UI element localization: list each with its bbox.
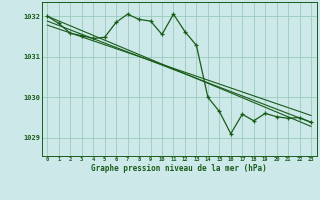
X-axis label: Graphe pression niveau de la mer (hPa): Graphe pression niveau de la mer (hPa) — [91, 164, 267, 173]
